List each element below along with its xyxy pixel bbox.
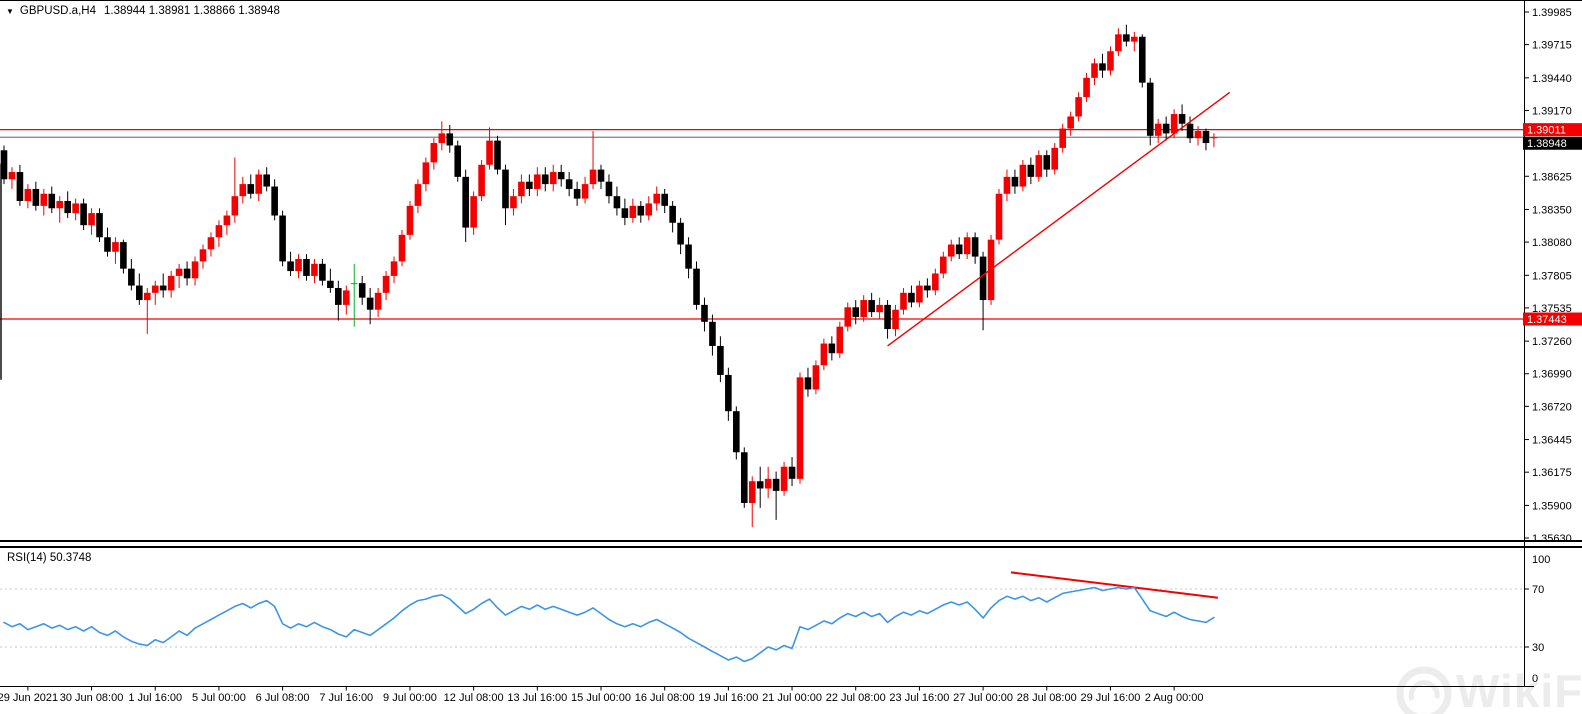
current-price-badge bbox=[1523, 136, 1582, 150]
svg-text:1.39011: 1.39011 bbox=[1527, 125, 1566, 137]
svg-text:28 Jul 08:00: 28 Jul 08:00 bbox=[1017, 692, 1077, 704]
wikifx-logo-swirl-icon bbox=[1408, 680, 1440, 701]
svg-text:7 Jul 16:00: 7 Jul 16:00 bbox=[319, 692, 373, 704]
svg-text:1.39985: 1.39985 bbox=[1532, 7, 1572, 19]
svg-text:30 Jun 08:00: 30 Jun 08:00 bbox=[60, 692, 124, 704]
svg-text:29 Jul 16:00: 29 Jul 16:00 bbox=[1080, 692, 1140, 704]
symbol-timeframe-label: GBPUSD.a,H4 bbox=[19, 5, 96, 17]
svg-text:0: 0 bbox=[1532, 673, 1538, 685]
svg-text:1.39170: 1.39170 bbox=[1532, 105, 1572, 117]
svg-text:12 Jul 08:00: 12 Jul 08:00 bbox=[444, 692, 504, 704]
svg-text:1.39715: 1.39715 bbox=[1532, 40, 1572, 52]
resistance-badge bbox=[1523, 123, 1582, 137]
svg-text:1.38350: 1.38350 bbox=[1532, 204, 1572, 216]
svg-text:1.36445: 1.36445 bbox=[1532, 435, 1572, 447]
svg-text:1.36720: 1.36720 bbox=[1532, 401, 1572, 413]
svg-text:1.38080: 1.38080 bbox=[1532, 237, 1572, 249]
svg-text:15 Jul 00:00: 15 Jul 00:00 bbox=[571, 692, 631, 704]
rsi-descending-trendline[interactable] bbox=[1010, 571, 1219, 599]
svg-text:1.37443: 1.37443 bbox=[1527, 314, 1567, 326]
svg-text:1.35900: 1.35900 bbox=[1532, 500, 1572, 512]
rsi-level-lines bbox=[0, 588, 1524, 648]
rsi-indicator-label: RSI(14) 50.3748 bbox=[7, 552, 92, 564]
svg-text:5 Jul 00:00: 5 Jul 00:00 bbox=[192, 692, 246, 704]
svg-text:16 Jul 08:00: 16 Jul 08:00 bbox=[635, 692, 695, 704]
svg-text:1.37535: 1.37535 bbox=[1532, 303, 1572, 315]
svg-text:23 Jul 16:00: 23 Jul 16:00 bbox=[889, 692, 949, 704]
svg-text:70: 70 bbox=[1532, 584, 1544, 596]
svg-text:19 Jul 16:00: 19 Jul 16:00 bbox=[698, 692, 758, 704]
svg-text:1.36990: 1.36990 bbox=[1532, 369, 1572, 381]
svg-text:27 Jul 00:00: 27 Jul 00:00 bbox=[953, 692, 1013, 704]
panel-separator[interactable] bbox=[0, 540, 1582, 542]
wikifx-watermark: WikiFX bbox=[1396, 665, 1582, 714]
svg-text:9 Jul 00:00: 9 Jul 00:00 bbox=[383, 692, 437, 704]
svg-text:13 Jul 16:00: 13 Jul 16:00 bbox=[507, 692, 567, 704]
rsi-axis[interactable]: 100 70 30 0 bbox=[1524, 554, 1550, 685]
panel-borders bbox=[0, 0, 1582, 687]
chart-title-bar: ▼ GBPUSD.a,H4 1.38944 1.38981 1.38866 1.… bbox=[6, 5, 280, 17]
candlesticks bbox=[0, 24, 1218, 528]
svg-text:30: 30 bbox=[1532, 642, 1544, 654]
svg-text:1.38948: 1.38948 bbox=[1527, 138, 1567, 150]
svg-text:1.37260: 1.37260 bbox=[1532, 336, 1572, 348]
support-badge bbox=[1523, 312, 1582, 326]
svg-text:29 Jun 2021: 29 Jun 2021 bbox=[0, 692, 58, 704]
symbol-dropdown-icon[interactable]: ▼ bbox=[6, 6, 14, 16]
horizontal-levels bbox=[0, 129, 1524, 320]
ascending-trendline[interactable] bbox=[887, 91, 1231, 347]
svg-text:1.37805: 1.37805 bbox=[1532, 270, 1572, 282]
wikifx-logo-icon bbox=[1396, 666, 1452, 714]
svg-text:1.36175: 1.36175 bbox=[1532, 467, 1572, 479]
price-axis[interactable]: 1.399851.397151.394401.391701.388951.386… bbox=[1524, 7, 1572, 545]
svg-text:22 Jul 08:00: 22 Jul 08:00 bbox=[826, 692, 886, 704]
watermark-text: WikiFX bbox=[1456, 665, 1582, 714]
svg-text:6 Jul 08:00: 6 Jul 08:00 bbox=[256, 692, 310, 704]
svg-text:1.39440: 1.39440 bbox=[1532, 73, 1572, 85]
svg-text:2 Aug 00:00: 2 Aug 00:00 bbox=[1145, 692, 1204, 704]
time-axis[interactable]: 29 Jun 2021 30 Jun 08:00 1 Jul 16:00 5 Jul … bbox=[0, 687, 1203, 704]
rsi-line bbox=[3, 586, 1215, 663]
svg-text:100: 100 bbox=[1532, 554, 1550, 566]
ohlc-values: 1.38944 1.38981 1.38866 1.38948 bbox=[103, 5, 280, 17]
svg-text:21 Jul 00:00: 21 Jul 00:00 bbox=[762, 692, 822, 704]
svg-text:1 Jul 16:00: 1 Jul 16:00 bbox=[128, 692, 182, 704]
svg-text:1.38625: 1.38625 bbox=[1532, 171, 1572, 183]
svg-text:1.35630: 1.35630 bbox=[1532, 533, 1572, 545]
